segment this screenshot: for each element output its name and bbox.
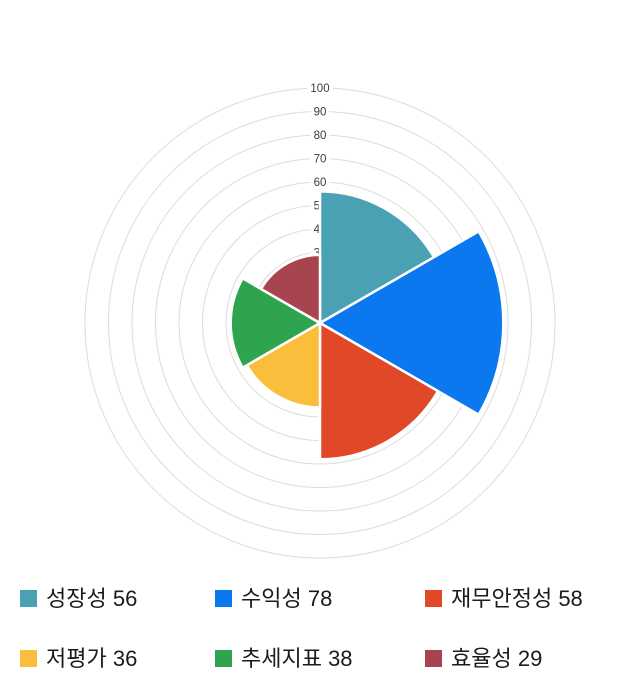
radial-tick-label: 100 xyxy=(310,83,329,95)
legend-swatch-trend-indicator-icon xyxy=(215,650,232,667)
radial-tick-label: 70 xyxy=(314,154,327,166)
legend-label-undervaluation: 저평가 36 xyxy=(46,646,138,671)
radial-tick-label: 90 xyxy=(314,107,327,119)
tick-label-bg xyxy=(311,128,329,142)
legend-label-efficiency: 효율성 29 xyxy=(451,646,543,671)
legend-swatch-efficiency-icon xyxy=(425,650,442,667)
sector-trend-indicator[interactable] xyxy=(229,276,323,370)
sector-efficiency[interactable] xyxy=(259,253,322,326)
legend-swatch-profitability-icon xyxy=(215,590,232,607)
polar-rose-chart: 102030405060708090100 xyxy=(84,81,556,559)
tick-label-bg xyxy=(311,152,329,165)
sector-undervaluation[interactable] xyxy=(245,320,322,409)
tick-label-bg xyxy=(311,175,329,189)
legend-label-financial-stability: 재무안정성 58 xyxy=(451,586,583,611)
legend-label-trend-indicator: 추세지표 38 xyxy=(241,646,353,671)
radial-tick-label: 60 xyxy=(314,177,327,189)
legend-item-profitability[interactable]: 수익성 78 xyxy=(215,586,332,611)
legend-label-growth: 성장성 56 xyxy=(46,586,138,611)
legend-item-growth[interactable]: 성장성 56 xyxy=(20,586,137,611)
sector-profitability[interactable] xyxy=(317,229,505,417)
legend-swatch-growth-icon xyxy=(20,590,37,607)
radial-tick-label: 80 xyxy=(314,130,327,142)
sector-growth[interactable] xyxy=(318,190,436,326)
legend-swatch-undervaluation-icon xyxy=(20,650,37,667)
legend-label-profitability: 수익성 78 xyxy=(241,586,333,611)
legend-swatch-financial-stability-icon xyxy=(425,590,442,607)
legend-item-trend-indicator[interactable]: 추세지표 38 xyxy=(215,646,353,671)
legend-item-efficiency[interactable]: 효율성 29 xyxy=(425,646,542,671)
tick-label-bg xyxy=(311,105,329,118)
sector-financial-stability[interactable] xyxy=(318,320,440,461)
legend-item-undervaluation[interactable]: 저평가 36 xyxy=(20,646,137,671)
legend-item-financial-stability[interactable]: 재무안정성 58 xyxy=(425,586,583,611)
tick-label-bg xyxy=(307,81,333,95)
